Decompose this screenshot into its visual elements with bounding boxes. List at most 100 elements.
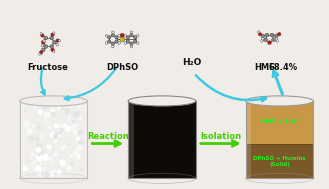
Circle shape bbox=[51, 33, 54, 36]
Circle shape bbox=[56, 106, 61, 111]
Circle shape bbox=[105, 35, 108, 37]
Circle shape bbox=[35, 137, 40, 142]
Circle shape bbox=[80, 155, 85, 161]
Circle shape bbox=[26, 128, 33, 135]
Circle shape bbox=[262, 38, 264, 40]
Circle shape bbox=[41, 34, 44, 37]
Circle shape bbox=[77, 111, 81, 114]
Circle shape bbox=[112, 45, 114, 48]
Circle shape bbox=[22, 166, 27, 171]
Circle shape bbox=[63, 123, 67, 127]
Circle shape bbox=[39, 149, 45, 155]
Circle shape bbox=[77, 115, 82, 120]
Circle shape bbox=[130, 42, 133, 45]
Circle shape bbox=[73, 111, 80, 118]
Circle shape bbox=[276, 40, 278, 42]
Circle shape bbox=[73, 142, 76, 145]
Circle shape bbox=[108, 36, 111, 39]
Circle shape bbox=[38, 133, 42, 137]
Circle shape bbox=[130, 31, 133, 33]
Circle shape bbox=[42, 104, 47, 110]
Ellipse shape bbox=[128, 96, 196, 106]
Circle shape bbox=[56, 39, 59, 42]
Circle shape bbox=[47, 171, 54, 178]
Circle shape bbox=[105, 42, 108, 44]
Circle shape bbox=[120, 37, 125, 42]
Circle shape bbox=[69, 154, 73, 158]
Circle shape bbox=[44, 171, 50, 178]
Circle shape bbox=[76, 141, 83, 148]
Bar bbox=[20, 101, 87, 178]
Circle shape bbox=[50, 45, 54, 48]
Circle shape bbox=[64, 108, 70, 115]
Circle shape bbox=[23, 130, 29, 136]
Bar bbox=[246, 143, 313, 178]
Circle shape bbox=[44, 112, 50, 118]
Circle shape bbox=[261, 40, 263, 42]
Circle shape bbox=[258, 33, 262, 36]
Circle shape bbox=[124, 35, 127, 37]
Circle shape bbox=[33, 122, 38, 128]
Circle shape bbox=[54, 123, 59, 129]
Circle shape bbox=[265, 33, 269, 37]
Circle shape bbox=[43, 40, 45, 42]
Circle shape bbox=[134, 36, 137, 39]
Text: DPhSO: DPhSO bbox=[106, 63, 138, 72]
Circle shape bbox=[32, 103, 36, 108]
Circle shape bbox=[126, 40, 130, 43]
Circle shape bbox=[79, 155, 83, 160]
Circle shape bbox=[137, 35, 139, 37]
Circle shape bbox=[272, 38, 275, 42]
Circle shape bbox=[78, 104, 82, 108]
Circle shape bbox=[40, 163, 42, 165]
Circle shape bbox=[39, 53, 41, 55]
Circle shape bbox=[29, 103, 34, 109]
Circle shape bbox=[67, 116, 71, 120]
Circle shape bbox=[111, 42, 114, 45]
Circle shape bbox=[75, 149, 79, 153]
Circle shape bbox=[73, 151, 76, 154]
Circle shape bbox=[55, 163, 61, 169]
Circle shape bbox=[58, 40, 61, 42]
Circle shape bbox=[49, 157, 51, 160]
Circle shape bbox=[118, 35, 120, 37]
Circle shape bbox=[36, 143, 41, 149]
Circle shape bbox=[43, 107, 45, 110]
Circle shape bbox=[72, 120, 76, 124]
Circle shape bbox=[51, 132, 56, 136]
Circle shape bbox=[60, 152, 66, 159]
Circle shape bbox=[58, 142, 61, 145]
Circle shape bbox=[49, 158, 53, 162]
Circle shape bbox=[44, 106, 50, 112]
Circle shape bbox=[55, 156, 60, 161]
Circle shape bbox=[51, 48, 54, 52]
Circle shape bbox=[41, 44, 44, 47]
Circle shape bbox=[56, 128, 60, 132]
Circle shape bbox=[59, 159, 65, 166]
Circle shape bbox=[76, 156, 78, 158]
Circle shape bbox=[52, 40, 56, 44]
Circle shape bbox=[80, 168, 84, 172]
Circle shape bbox=[41, 40, 45, 44]
Circle shape bbox=[52, 146, 55, 149]
Circle shape bbox=[69, 160, 71, 162]
Bar bbox=[128, 101, 134, 178]
Circle shape bbox=[65, 126, 71, 132]
Circle shape bbox=[76, 137, 80, 141]
Circle shape bbox=[76, 144, 83, 151]
Circle shape bbox=[77, 130, 83, 135]
Circle shape bbox=[40, 134, 44, 139]
Circle shape bbox=[35, 154, 38, 157]
Circle shape bbox=[118, 42, 120, 44]
Circle shape bbox=[69, 162, 74, 167]
Circle shape bbox=[33, 160, 36, 164]
Circle shape bbox=[130, 33, 133, 37]
Circle shape bbox=[32, 103, 38, 109]
Circle shape bbox=[270, 33, 274, 37]
Ellipse shape bbox=[20, 96, 87, 106]
Circle shape bbox=[75, 153, 80, 159]
Circle shape bbox=[111, 33, 114, 37]
Circle shape bbox=[36, 147, 41, 153]
Circle shape bbox=[36, 155, 43, 161]
Circle shape bbox=[40, 33, 42, 35]
